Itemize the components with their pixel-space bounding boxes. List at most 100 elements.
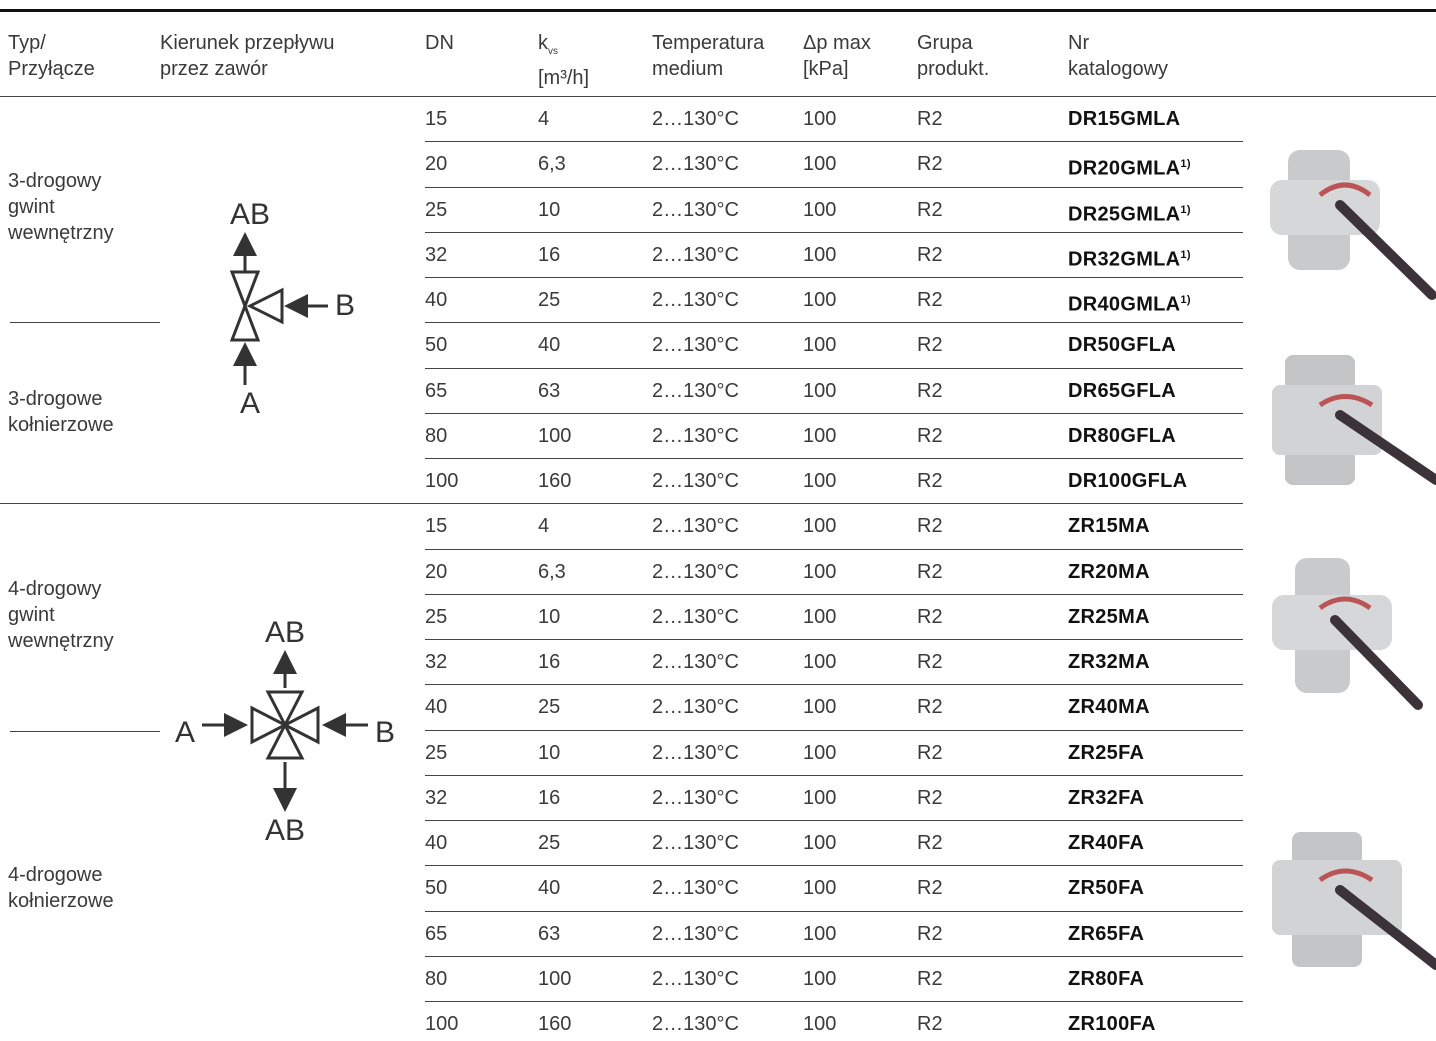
cell: 65 bbox=[425, 379, 448, 402]
cell: 160 bbox=[538, 470, 572, 492]
catalog-code: DR40GMLA1) bbox=[1068, 287, 1191, 318]
catalog-code: ZR65FA bbox=[1068, 921, 1144, 947]
cell: 63 bbox=[538, 922, 561, 945]
code-text: ZR15MA bbox=[1068, 515, 1150, 538]
cell: R2 bbox=[917, 424, 943, 447]
cell: 100 bbox=[803, 1013, 837, 1035]
group-text: 4-drogowe bbox=[8, 864, 103, 886]
code-text: ZR80FA bbox=[1068, 967, 1145, 990]
group-rule bbox=[10, 322, 160, 323]
cell: 2…130°C bbox=[652, 289, 739, 311]
cell: 65 bbox=[425, 922, 448, 945]
three-way-diagram bbox=[229, 232, 328, 385]
footnote-mark: 1) bbox=[1180, 203, 1191, 216]
group-text: 3-drogowe bbox=[8, 388, 103, 410]
cell: 100 bbox=[803, 696, 837, 719]
port-label: A bbox=[240, 387, 260, 420]
header-text: [m³/h] bbox=[538, 65, 589, 91]
cell: 100 bbox=[803, 153, 837, 176]
code-text: ZR65FA bbox=[1068, 922, 1145, 945]
catalog-code: DR65GFLA bbox=[1068, 378, 1176, 404]
row-rule bbox=[425, 955, 1243, 957]
cell: 40 bbox=[538, 334, 561, 357]
cell: 40 bbox=[425, 832, 448, 854]
cell: 100 bbox=[803, 877, 837, 900]
code-text: ZR40FA bbox=[1068, 832, 1145, 854]
header-text: medium bbox=[652, 58, 724, 80]
catalog-code: ZR32FA bbox=[1068, 785, 1144, 811]
cell: 2…130°C bbox=[652, 153, 739, 176]
row-rule bbox=[425, 412, 1243, 414]
cell: 80 bbox=[425, 967, 448, 990]
row-rule bbox=[425, 322, 1243, 324]
cell: 2…130°C bbox=[652, 243, 739, 266]
cell: R2 bbox=[917, 832, 943, 854]
cell: 16 bbox=[538, 651, 561, 673]
cell: 25 bbox=[538, 289, 561, 311]
header-text: produkt. bbox=[917, 56, 989, 82]
group-text: kołnierzowe bbox=[8, 414, 114, 436]
group-text: kołnierzowe bbox=[8, 890, 114, 912]
row-rule bbox=[425, 1001, 1243, 1002]
port-label: AB bbox=[230, 198, 270, 231]
header-cell: Typ/Przyłącze bbox=[8, 30, 95, 82]
header-cell: Δp max [kPa] bbox=[803, 30, 871, 82]
cell: 4 bbox=[538, 515, 550, 538]
header-text: Temperatura bbox=[652, 32, 765, 54]
valve-photo bbox=[1272, 558, 1423, 710]
catalog-code: DR100GFLA bbox=[1068, 468, 1187, 494]
cell: 2…130°C bbox=[652, 696, 739, 719]
port-label: B bbox=[335, 289, 355, 322]
code-text: ZR100FA bbox=[1068, 1013, 1156, 1035]
cell: 50 bbox=[425, 877, 448, 900]
cell: R2 bbox=[917, 922, 943, 945]
header-cell: DN bbox=[425, 30, 454, 56]
catalog-code: ZR100FA bbox=[1068, 1011, 1156, 1037]
port-label: AB bbox=[265, 616, 305, 649]
catalog-code: ZR80FA bbox=[1068, 966, 1144, 992]
group-text: gwint bbox=[8, 196, 55, 218]
cell: 100 bbox=[803, 967, 837, 990]
cell: 100 bbox=[803, 922, 837, 945]
cell: R2 bbox=[917, 1013, 943, 1035]
cell: 32 bbox=[425, 243, 448, 266]
cell: 2…130°C bbox=[652, 967, 739, 990]
code-text: ZR40MA bbox=[1068, 696, 1150, 719]
cell: R2 bbox=[917, 605, 943, 628]
cell: R2 bbox=[917, 560, 943, 583]
cell: 20 bbox=[425, 560, 448, 583]
cell: 100 bbox=[538, 424, 572, 447]
header-cell: Temperatura medium bbox=[652, 30, 764, 82]
code-text: DR80GFLA bbox=[1068, 424, 1176, 447]
catalog-code: DR20GMLA1) bbox=[1068, 151, 1191, 182]
cell: 6,3 bbox=[538, 560, 566, 583]
group-text: wewnętrzny bbox=[8, 630, 114, 652]
cell: 50 bbox=[425, 334, 448, 357]
cell: R2 bbox=[917, 379, 943, 402]
row-rule bbox=[425, 729, 1243, 731]
row-rule bbox=[425, 367, 1243, 369]
cell: 100 bbox=[803, 786, 837, 809]
cell: 25 bbox=[425, 741, 448, 764]
cell: 25 bbox=[538, 696, 561, 719]
header-subscript: vs bbox=[548, 46, 558, 57]
row-rule bbox=[425, 231, 1243, 233]
cell: R2 bbox=[917, 515, 943, 538]
cell: 2…130°C bbox=[652, 424, 739, 447]
row-rule bbox=[425, 458, 1243, 459]
cell: R2 bbox=[917, 198, 943, 221]
header-text: Typ/ bbox=[8, 32, 46, 54]
footnote-mark: 1) bbox=[1180, 248, 1191, 261]
header-text: medium bbox=[652, 56, 764, 82]
cell: 16 bbox=[538, 786, 561, 809]
header-cell: Grupa produkt. bbox=[917, 30, 989, 82]
group-label: 3-drogowy gwint wewnętrzny bbox=[8, 168, 114, 246]
code-text: ZR20MA bbox=[1068, 560, 1150, 583]
catalog-code: DR80GFLA bbox=[1068, 423, 1176, 449]
cell: 2…130°C bbox=[652, 334, 739, 357]
cell: 2…130°C bbox=[652, 832, 739, 854]
catalog-code: DR15GMLA bbox=[1068, 106, 1180, 132]
cell: 63 bbox=[538, 379, 561, 402]
cell: 100 bbox=[425, 1013, 459, 1035]
cell: R2 bbox=[917, 153, 943, 176]
